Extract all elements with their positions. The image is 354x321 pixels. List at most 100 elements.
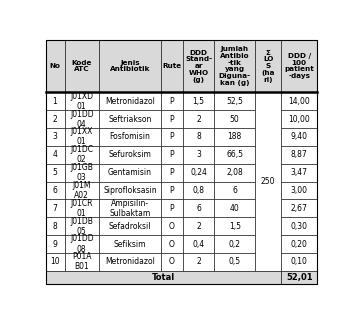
Text: P: P — [170, 204, 174, 213]
Bar — [214, 92, 255, 110]
Text: P: P — [170, 132, 174, 141]
Bar — [64, 92, 99, 110]
Text: Ampisilin-
Sulbaktam: Ampisilin- Sulbaktam — [109, 199, 150, 218]
Bar — [183, 110, 214, 128]
Text: 3,00: 3,00 — [291, 186, 308, 195]
Text: J01M
A02: J01M A02 — [73, 181, 91, 200]
Bar — [99, 182, 161, 199]
Text: 10: 10 — [50, 257, 60, 266]
Bar — [214, 217, 255, 235]
Text: Metronidazol: Metronidazol — [105, 257, 155, 266]
Bar — [281, 199, 317, 217]
Text: 6: 6 — [53, 186, 57, 195]
Bar — [183, 253, 214, 271]
Text: 3: 3 — [53, 132, 57, 141]
Text: Sefiksim: Sefiksim — [114, 239, 146, 248]
Bar — [64, 110, 99, 128]
Bar — [161, 128, 183, 146]
Text: 3: 3 — [196, 150, 201, 159]
Bar — [64, 253, 99, 271]
Bar — [281, 40, 317, 92]
Text: 8,87: 8,87 — [291, 150, 308, 159]
Text: 2,67: 2,67 — [291, 204, 308, 213]
Text: 52,5: 52,5 — [226, 97, 243, 106]
Bar — [183, 217, 214, 235]
Bar — [99, 128, 161, 146]
Bar — [46, 235, 64, 253]
Text: 7: 7 — [53, 204, 57, 213]
Text: 0,30: 0,30 — [291, 222, 308, 231]
Bar — [99, 164, 161, 182]
Bar — [46, 146, 64, 164]
Bar — [161, 146, 183, 164]
Text: 0,10: 0,10 — [291, 257, 308, 266]
Bar — [281, 128, 317, 146]
Bar — [46, 199, 64, 217]
Bar — [64, 217, 99, 235]
Bar — [255, 40, 281, 92]
Bar — [214, 235, 255, 253]
Bar — [161, 235, 183, 253]
Bar — [183, 92, 214, 110]
Bar — [281, 235, 317, 253]
Text: 2: 2 — [196, 222, 201, 231]
Text: Siprofloksasin: Siprofloksasin — [103, 186, 157, 195]
Text: Rute: Rute — [162, 63, 182, 69]
Bar — [281, 271, 317, 284]
Text: 52,01: 52,01 — [286, 273, 313, 282]
Text: Jumlah
Antibio
-tik
yang
Diguna-
kan (g): Jumlah Antibio -tik yang Diguna- kan (g) — [219, 46, 251, 86]
Bar — [99, 217, 161, 235]
Bar — [281, 110, 317, 128]
Bar — [214, 146, 255, 164]
Bar — [46, 110, 64, 128]
Text: O: O — [169, 239, 175, 248]
Text: J01DD
04: J01DD 04 — [70, 109, 93, 129]
Text: 2: 2 — [196, 257, 201, 266]
Bar — [46, 128, 64, 146]
Bar — [46, 182, 64, 199]
Bar — [214, 199, 255, 217]
Bar — [46, 164, 64, 182]
Text: Jenis
Antibiotik: Jenis Antibiotik — [110, 60, 150, 73]
Bar — [281, 146, 317, 164]
Bar — [214, 253, 255, 271]
Text: Fosfomisin: Fosfomisin — [109, 132, 150, 141]
Text: 0,8: 0,8 — [193, 186, 205, 195]
Bar — [281, 182, 317, 199]
Text: P: P — [170, 97, 174, 106]
Bar — [281, 217, 317, 235]
Bar — [161, 217, 183, 235]
Bar — [64, 146, 99, 164]
Text: 9,40: 9,40 — [291, 132, 308, 141]
Text: 9: 9 — [53, 239, 57, 248]
Bar — [281, 253, 317, 271]
Bar — [281, 164, 317, 182]
Bar — [214, 182, 255, 199]
Text: Metronidazol: Metronidazol — [105, 97, 155, 106]
Bar — [161, 40, 183, 92]
Bar — [99, 253, 161, 271]
Bar — [183, 128, 214, 146]
Text: 6: 6 — [232, 186, 237, 195]
Text: J01XX
01: J01XX 01 — [70, 127, 93, 146]
Text: 10,00: 10,00 — [288, 115, 310, 124]
Bar — [64, 235, 99, 253]
Text: Σ
LO
S
(ha
ri): Σ LO S (ha ri) — [262, 49, 275, 82]
Text: 250: 250 — [261, 177, 275, 186]
Text: 1,5: 1,5 — [193, 97, 205, 106]
Bar — [183, 199, 214, 217]
Text: P: P — [170, 168, 174, 177]
Text: 8: 8 — [53, 222, 57, 231]
Text: Sefuroksim: Sefuroksim — [108, 150, 151, 159]
Text: 2: 2 — [196, 115, 201, 124]
Bar — [46, 271, 281, 284]
Bar — [46, 217, 64, 235]
Text: 3,47: 3,47 — [291, 168, 308, 177]
Bar — [64, 40, 99, 92]
Text: DDD /
100
patient
-days: DDD / 100 patient -days — [284, 53, 314, 79]
Text: Total: Total — [152, 273, 175, 282]
Bar — [64, 164, 99, 182]
Bar — [99, 110, 161, 128]
Bar — [183, 40, 214, 92]
Text: 1,5: 1,5 — [229, 222, 241, 231]
